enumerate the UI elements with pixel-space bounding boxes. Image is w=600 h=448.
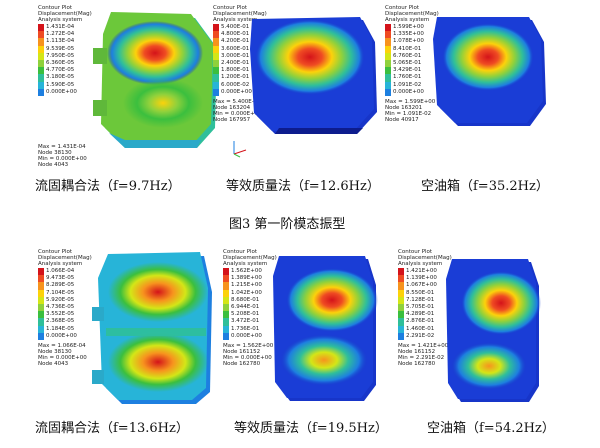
color-swatch xyxy=(385,74,391,82)
color-swatch xyxy=(398,318,404,326)
color-swatch xyxy=(38,52,44,60)
caption-mass-1: 等效质量法（f=12.6Hz） xyxy=(226,179,380,194)
color-swatch xyxy=(385,88,391,96)
legend-subtitle: Displacement(Mag) xyxy=(38,11,92,17)
color-swatch xyxy=(213,45,219,53)
mode-shape-fluid-2 xyxy=(92,252,212,404)
color-swatch xyxy=(223,311,229,319)
color-swatch xyxy=(38,275,44,283)
color-swatch xyxy=(398,311,404,319)
color-swatch xyxy=(213,31,219,39)
color-swatch xyxy=(398,268,404,276)
color-swatch xyxy=(38,38,44,46)
color-swatch xyxy=(213,81,219,89)
color-swatch xyxy=(385,52,391,60)
legend-empty-2: Contour Plot Displacement(Mag) Analysis sy… xyxy=(398,249,452,367)
color-swatch xyxy=(213,24,219,32)
axis-triad-icon xyxy=(233,141,247,158)
caption-empty-2: 空油箱（f=54.2Hz） xyxy=(427,421,555,436)
color-bar xyxy=(398,268,404,340)
legend-mass-2: Contour Plot Displacement(Mag) Analysis sy… xyxy=(223,249,277,367)
color-swatch xyxy=(223,275,229,283)
color-swatch xyxy=(38,268,44,276)
color-swatch xyxy=(38,296,44,304)
color-swatch xyxy=(38,81,44,89)
color-swatch xyxy=(385,24,391,32)
color-swatch xyxy=(38,289,44,297)
color-swatch xyxy=(213,74,219,82)
color-swatch xyxy=(398,275,404,283)
legend-title: Contour Plot xyxy=(38,5,73,11)
color-bar xyxy=(223,268,229,340)
color-swatch xyxy=(38,282,44,290)
color-swatch xyxy=(213,59,219,68)
color-swatch xyxy=(385,38,391,46)
color-swatch xyxy=(38,325,44,333)
color-swatch xyxy=(223,325,229,333)
color-swatch xyxy=(398,289,404,297)
color-swatch xyxy=(38,332,44,340)
mode-shape-empty-2 xyxy=(446,259,541,402)
color-swatch xyxy=(213,67,219,75)
color-swatch xyxy=(223,318,229,326)
legend-empty-1: Contour Plot Displacement(Mag) Analysis sy… xyxy=(385,5,439,123)
color-swatch xyxy=(398,325,404,333)
legend-system: Analysis system xyxy=(38,17,83,23)
color-swatch xyxy=(385,59,391,68)
color-swatch xyxy=(223,332,229,340)
color-bar xyxy=(213,24,219,96)
color-bar xyxy=(385,24,391,96)
color-swatch xyxy=(223,303,229,312)
caption-mass-2: 等效质量法（f=19.5Hz） xyxy=(234,421,388,436)
color-swatch xyxy=(38,45,44,53)
mode-shape-fluid-1 xyxy=(93,12,217,148)
color-swatch xyxy=(398,332,404,340)
color-swatch xyxy=(38,24,44,32)
color-swatch xyxy=(223,268,229,276)
color-swatch xyxy=(38,74,44,82)
figure-title: 图3 第一阶模态振型 xyxy=(229,217,346,232)
legend-mass-1: Contour Plot Displacement(Mag) Analysis sy… xyxy=(213,5,267,123)
color-swatch xyxy=(38,31,44,39)
color-swatch xyxy=(223,296,229,304)
color-swatch xyxy=(38,67,44,75)
color-swatch xyxy=(213,52,219,60)
color-swatch xyxy=(223,282,229,290)
mode-shape-mass-1 xyxy=(250,17,377,134)
color-swatch xyxy=(385,81,391,89)
mode-shape-empty-1 xyxy=(433,17,546,126)
color-swatch xyxy=(398,282,404,290)
color-swatch xyxy=(38,318,44,326)
legend-fluid-1: Contour Plot Displacement(Mag) Analysis … xyxy=(38,5,92,168)
color-swatch xyxy=(38,311,44,319)
color-swatch xyxy=(38,303,44,312)
color-swatch xyxy=(398,296,404,304)
color-swatch xyxy=(385,67,391,75)
color-swatch xyxy=(398,303,404,312)
color-bar xyxy=(38,268,44,340)
legend-fluid-2: Contour Plot Displacement(Mag) Analysis sy… xyxy=(38,249,92,367)
color-swatch xyxy=(38,88,44,96)
color-swatch xyxy=(385,31,391,39)
color-swatch xyxy=(385,45,391,53)
color-swatch xyxy=(213,88,219,96)
caption-fluid-2: 流固耦合法（f=13.6Hz） xyxy=(35,421,189,436)
mode-shape-mass-2 xyxy=(273,256,378,401)
color-swatch xyxy=(213,38,219,46)
color-swatch xyxy=(38,59,44,68)
caption-fluid-1: 流固耦合法（f=9.7Hz） xyxy=(35,179,181,194)
caption-empty-1: 空油箱（f=35.2Hz） xyxy=(421,179,549,194)
color-bar xyxy=(38,24,44,96)
color-swatch xyxy=(223,289,229,297)
legend-values: 1.431E-04 1.272E-04 1.113E-04 9.539E-05 7.95… xyxy=(46,24,77,95)
